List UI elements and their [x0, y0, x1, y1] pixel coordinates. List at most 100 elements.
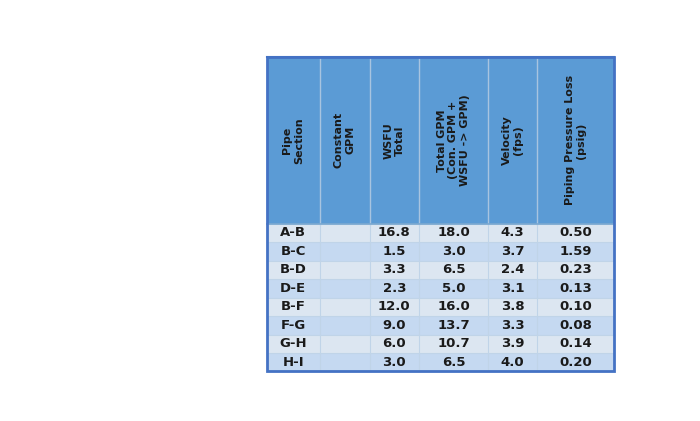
Text: Pipe
Section: Pipe Section [282, 117, 304, 164]
Bar [370, 335, 419, 353]
Bar [370, 261, 419, 279]
Bar [419, 316, 488, 335]
Bar [538, 57, 614, 224]
Bar [267, 335, 320, 353]
Text: 0.50: 0.50 [559, 226, 592, 240]
Text: 0.20: 0.20 [559, 356, 592, 369]
Text: F-G: F-G [281, 319, 306, 332]
Bar [538, 261, 614, 279]
Text: 0.13: 0.13 [559, 282, 592, 295]
Bar [320, 224, 370, 242]
Bar [538, 279, 614, 298]
Bar [488, 224, 538, 242]
Text: D-E: D-E [280, 282, 307, 295]
Bar [419, 279, 488, 298]
Text: 10.7: 10.7 [438, 337, 470, 350]
Bar [267, 279, 320, 298]
Text: A-B: A-B [280, 226, 306, 240]
Bar [488, 316, 538, 335]
Bar [419, 57, 488, 224]
Text: B-C: B-C [281, 245, 306, 258]
Text: 3.8: 3.8 [500, 300, 524, 313]
Text: 5.0: 5.0 [442, 282, 466, 295]
Text: 3.3: 3.3 [500, 319, 524, 332]
Bar [370, 57, 419, 224]
Bar [488, 57, 538, 224]
Bar [370, 316, 419, 335]
Bar [267, 57, 614, 371]
Bar [488, 261, 538, 279]
Text: H-I: H-I [282, 356, 304, 369]
Text: 3.7: 3.7 [501, 245, 524, 258]
Text: 0.08: 0.08 [559, 319, 592, 332]
Text: 0.10: 0.10 [559, 300, 592, 313]
Bar [488, 353, 538, 371]
Bar [488, 242, 538, 261]
Bar [267, 242, 320, 261]
Bar [538, 353, 614, 371]
Bar [267, 57, 320, 224]
Bar [419, 335, 488, 353]
Text: Total GPM
(Con. GPM +
WSFU -> GPM): Total GPM (Con. GPM + WSFU -> GPM) [437, 94, 470, 186]
Text: 2.4: 2.4 [501, 264, 524, 276]
Bar [267, 261, 320, 279]
Text: 3.1: 3.1 [501, 282, 524, 295]
Bar [320, 316, 370, 335]
Text: 6.5: 6.5 [442, 264, 466, 276]
Bar [370, 298, 419, 316]
Bar [538, 224, 614, 242]
Bar [488, 298, 538, 316]
Text: B-D: B-D [280, 264, 307, 276]
Bar [488, 335, 538, 353]
Bar [419, 298, 488, 316]
Text: 4.3: 4.3 [500, 226, 524, 240]
Text: 12.0: 12.0 [378, 300, 411, 313]
Bar [488, 279, 538, 298]
Text: WSFU
Total: WSFU Total [384, 122, 405, 159]
Text: 16.0: 16.0 [437, 300, 470, 313]
Text: 2.3: 2.3 [383, 282, 406, 295]
Text: B-F: B-F [281, 300, 306, 313]
Text: Constant
GPM: Constant GPM [334, 112, 356, 168]
Bar [370, 224, 419, 242]
Bar [320, 242, 370, 261]
Bar [370, 353, 419, 371]
Bar [267, 224, 320, 242]
Text: 1.59: 1.59 [559, 245, 592, 258]
Bar [538, 316, 614, 335]
Bar [320, 57, 370, 224]
Bar [267, 298, 320, 316]
Text: 13.7: 13.7 [438, 319, 470, 332]
Bar [538, 242, 614, 261]
Text: 3.0: 3.0 [382, 356, 406, 369]
Bar [419, 261, 488, 279]
Bar [267, 316, 320, 335]
Bar [370, 279, 419, 298]
Text: 18.0: 18.0 [437, 226, 470, 240]
Text: Velocity
(fps): Velocity (fps) [502, 115, 524, 165]
Text: Piping Pressure Loss
(psig): Piping Pressure Loss (psig) [565, 75, 587, 205]
Bar [267, 353, 320, 371]
Bar [538, 335, 614, 353]
Text: 3.0: 3.0 [442, 245, 466, 258]
Text: 6.5: 6.5 [442, 356, 466, 369]
Bar [538, 298, 614, 316]
Bar [370, 242, 419, 261]
Text: 6.0: 6.0 [382, 337, 406, 350]
Bar [320, 335, 370, 353]
Text: 9.0: 9.0 [383, 319, 406, 332]
Bar [320, 353, 370, 371]
Bar [320, 261, 370, 279]
Text: 4.0: 4.0 [500, 356, 524, 369]
Bar [320, 298, 370, 316]
Bar [320, 279, 370, 298]
Text: 0.14: 0.14 [559, 337, 592, 350]
Text: 1.5: 1.5 [383, 245, 406, 258]
Text: 0.23: 0.23 [559, 264, 592, 276]
Bar [419, 353, 488, 371]
Bar [419, 242, 488, 261]
Text: 16.8: 16.8 [378, 226, 411, 240]
Text: G-H: G-H [279, 337, 307, 350]
Text: 3.9: 3.9 [501, 337, 524, 350]
Text: 3.3: 3.3 [382, 264, 406, 276]
